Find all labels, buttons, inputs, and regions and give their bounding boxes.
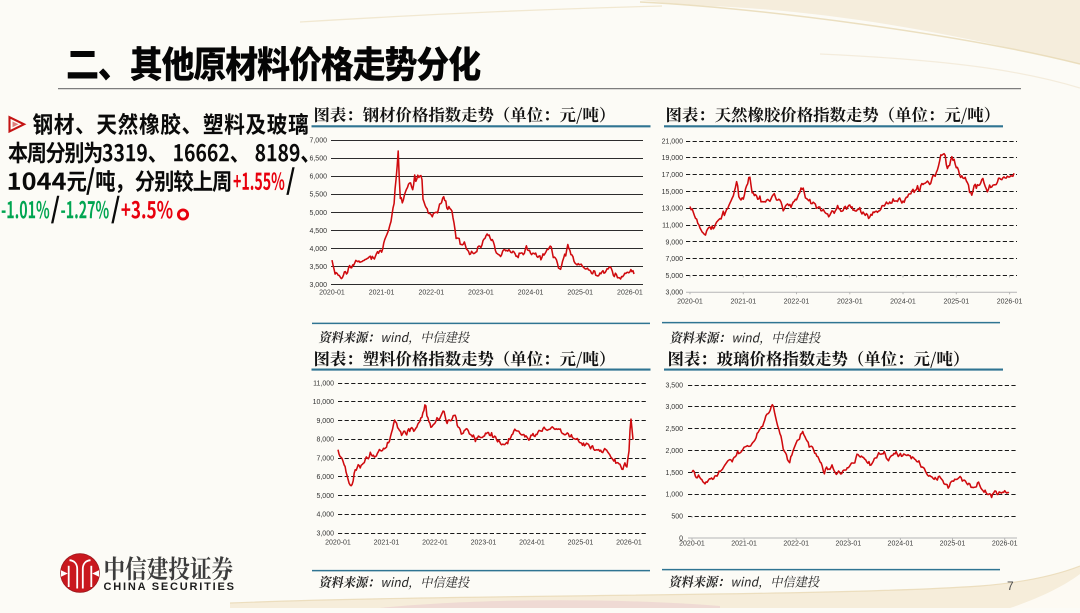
svg-text:2020-01: 2020-01 — [319, 290, 345, 297]
svg-text:9,000: 9,000 — [316, 418, 334, 425]
svg-text:7,000: 7,000 — [316, 455, 334, 462]
svg-text:2026-01: 2026-01 — [616, 540, 642, 547]
svg-text:2025-01: 2025-01 — [943, 299, 969, 306]
svg-text:5,000: 5,000 — [316, 493, 334, 500]
svg-text:10,000: 10,000 — [313, 399, 335, 406]
svg-text:2024-01: 2024-01 — [888, 541, 914, 548]
svg-text:2025-01: 2025-01 — [568, 540, 594, 547]
svg-text:19,000: 19,000 — [662, 155, 684, 162]
svg-text:3,500: 3,500 — [309, 264, 327, 271]
svg-text:21,000: 21,000 — [662, 138, 684, 145]
svg-text:4,000: 4,000 — [309, 246, 327, 253]
svg-text:2023-01: 2023-01 — [471, 540, 497, 547]
svg-text:13,000: 13,000 — [662, 206, 684, 213]
svg-text:15,000: 15,000 — [662, 189, 684, 196]
svg-text:4,000: 4,000 — [316, 512, 334, 519]
svg-text:2021-01: 2021-01 — [730, 299, 756, 306]
svg-text:5,500: 5,500 — [309, 192, 327, 199]
svg-text:3,500: 3,500 — [665, 382, 683, 389]
svg-text:2026-01: 2026-01 — [997, 299, 1023, 306]
svg-text:2021-01: 2021-01 — [369, 290, 395, 297]
svg-text:2021-01: 2021-01 — [374, 540, 400, 547]
svg-text:2023-01: 2023-01 — [468, 290, 494, 297]
svg-text:6,500: 6,500 — [309, 156, 327, 163]
svg-text:2024-01: 2024-01 — [518, 290, 544, 297]
svg-text:2025-01: 2025-01 — [940, 541, 966, 548]
svg-text:2,000: 2,000 — [665, 448, 683, 455]
svg-text:1,500: 1,500 — [665, 470, 683, 477]
svg-text:7: 7 — [1007, 579, 1014, 593]
svg-text:2022-01: 2022-01 — [422, 540, 448, 547]
svg-text:2023-01: 2023-01 — [837, 299, 863, 306]
svg-text:3,000: 3,000 — [309, 282, 327, 289]
svg-text:2020-01: 2020-01 — [325, 540, 351, 547]
svg-text:2024-01: 2024-01 — [519, 540, 545, 547]
svg-text:3,000: 3,000 — [665, 404, 683, 411]
svg-text:5,000: 5,000 — [309, 210, 327, 217]
svg-text:3,000: 3,000 — [665, 290, 683, 297]
svg-text:4,500: 4,500 — [309, 228, 327, 235]
svg-text:2022-01: 2022-01 — [784, 299, 810, 306]
svg-text:11,000: 11,000 — [662, 223, 683, 230]
svg-text:0: 0 — [679, 535, 683, 542]
svg-text:2026-01: 2026-01 — [617, 290, 643, 297]
svg-text:17,000: 17,000 — [662, 172, 684, 179]
svg-text:2023-01: 2023-01 — [835, 541, 861, 548]
svg-text:8,000: 8,000 — [316, 437, 334, 444]
svg-text:3,000: 3,000 — [316, 530, 334, 537]
svg-text:7,000: 7,000 — [665, 256, 683, 263]
svg-text:2024-01: 2024-01 — [890, 299, 916, 306]
svg-text:7,000: 7,000 — [309, 137, 327, 144]
svg-text:2026-01: 2026-01 — [992, 541, 1018, 548]
svg-text:2021-01: 2021-01 — [731, 541, 757, 548]
svg-text:2,500: 2,500 — [665, 426, 683, 433]
svg-text:11,000: 11,000 — [313, 380, 334, 387]
svg-text:9,000: 9,000 — [665, 239, 683, 246]
svg-text:2022-01: 2022-01 — [783, 541, 809, 548]
svg-text:6,000: 6,000 — [316, 474, 334, 481]
svg-text:6,000: 6,000 — [309, 174, 327, 181]
svg-text:2022-01: 2022-01 — [418, 290, 444, 297]
svg-text:500: 500 — [671, 514, 683, 521]
svg-text:2020-01: 2020-01 — [677, 299, 703, 306]
svg-text:CHINA SECURITIES: CHINA SECURITIES — [104, 581, 236, 593]
svg-text:1,000: 1,000 — [665, 492, 683, 499]
svg-text:5,000: 5,000 — [665, 273, 683, 280]
svg-text:2025-01: 2025-01 — [567, 290, 593, 297]
svg-text:2020-01: 2020-01 — [679, 541, 705, 548]
